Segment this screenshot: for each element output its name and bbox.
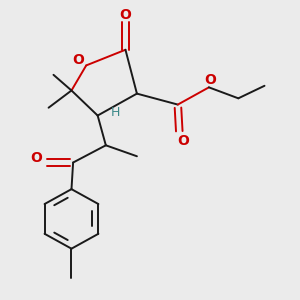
Text: O: O: [119, 8, 131, 22]
Text: H: H: [111, 106, 120, 119]
Text: O: O: [31, 151, 42, 165]
Text: O: O: [72, 53, 84, 67]
Text: O: O: [177, 134, 189, 148]
Text: O: O: [204, 74, 216, 88]
